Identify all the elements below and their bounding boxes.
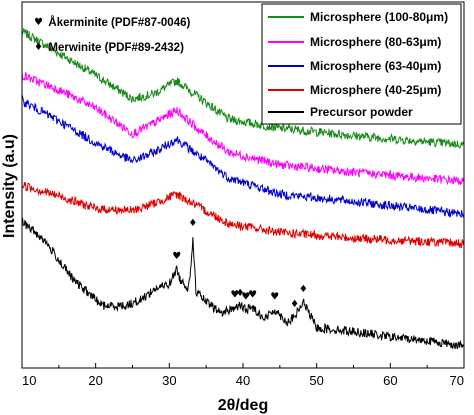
merwinite-annotation: ♦ Merwinite (PDF#89-2432)	[34, 37, 184, 54]
diamond-marker-icon: ♦	[34, 42, 43, 53]
legend: Microsphere (100-80μm) Microsphere (80-6…	[261, 3, 462, 125]
heart-peak-marker-icon: ♥	[172, 251, 181, 262]
x-tick-label: 70	[450, 373, 464, 388]
x-tick-label: 60	[383, 373, 397, 388]
heart-peak-marker-icon: ♥	[270, 291, 279, 302]
diamond-peak-marker-icon: ♦	[290, 299, 299, 310]
legend-item-40-25: Microsphere (40-25μm)	[268, 83, 441, 97]
x-tick-label: 40	[236, 373, 250, 388]
series-line-80-63	[21, 71, 465, 186]
legend-label-40-25: Microsphere (40-25μm)	[310, 83, 441, 97]
merwinite-annotation-text: Merwinite (PDF#89-2432)	[48, 42, 184, 54]
diamond-peak-marker-icon: ♦	[188, 218, 197, 229]
series-line-40-25	[21, 182, 465, 249]
legend-label-80-63: Microsphere (80-63μm)	[310, 35, 441, 49]
legend-label-precursor: Precursor powder	[310, 105, 413, 119]
x-tick-label: 20	[88, 373, 102, 388]
akermanite-annotation: ♥ Åkerminite (PDF#87-0046)	[34, 12, 190, 29]
series-layer	[21, 28, 465, 350]
legend-item-100-80: Microsphere (100-80μm)	[268, 10, 448, 24]
diamond-peak-marker-icon: ♦	[299, 284, 308, 295]
y-axis-label: Intensity (a.u)	[1, 134, 18, 238]
legend-label-100-80: Microsphere (100-80μm)	[310, 10, 448, 24]
phase-annotations: ♥ Åkerminite (PDF#87-0046) ♦ Merwinite (…	[34, 12, 190, 54]
legend-item-precursor: Precursor powder	[268, 105, 413, 119]
x-tick-label: 30	[162, 373, 176, 388]
legend-box	[261, 3, 462, 125]
series-line-100-80	[21, 28, 465, 149]
legend-item-80-63: Microsphere (80-63μm)	[268, 35, 441, 49]
heart-peak-marker-icon: ♥	[241, 291, 250, 302]
x-tick-label: 50	[309, 373, 323, 388]
series-line-63-40	[21, 95, 465, 219]
x-tick-label: 10	[22, 373, 36, 388]
x-axis-label: 2θ/deg	[218, 397, 268, 414]
diamond-peak-marker-icon: ♦	[236, 288, 245, 299]
legend-label-63-40: Microsphere (63-40μm)	[310, 59, 441, 73]
peak-marker-layer: ♥♦♥♦♥♥ ♥♦♦	[172, 218, 308, 310]
series-line-precursor	[21, 217, 465, 350]
heart-marker-icon: ♥	[34, 17, 43, 28]
akermanite-annotation-text: Åkerminite (PDF#87-0046)	[48, 16, 190, 29]
heart-peak-marker-icon: ♥	[248, 290, 257, 301]
x-tick-layer: 10 20 30 40 50 60 70	[21, 363, 465, 388]
legend-item-63-40: Microsphere (63-40μm)	[268, 59, 441, 73]
heart-peak-marker-icon: ♥	[230, 290, 239, 301]
